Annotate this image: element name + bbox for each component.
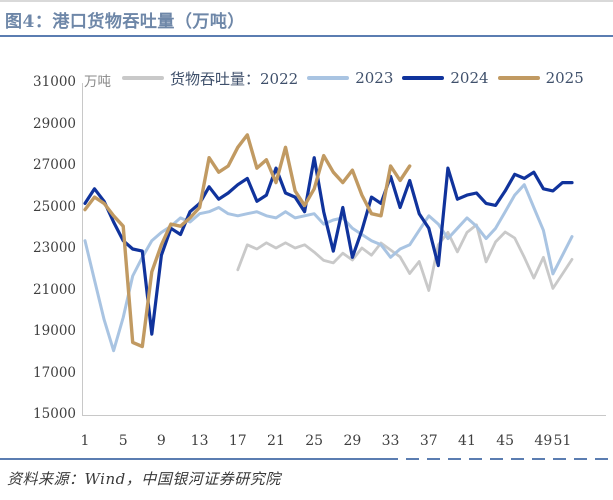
x-axis-tick-label: 29	[343, 433, 362, 449]
x-axis-tick-label: 33	[381, 433, 400, 449]
x-axis-tick-label: 37	[419, 433, 438, 449]
y-axis-tick-labels: 31000 29000 27000 25000 23000 21000 19000 17000…	[24, 0, 76, 500]
legend-item-2023: 2023	[307, 69, 393, 87]
legend-swatch-2024	[402, 76, 445, 80]
title-divider	[0, 35, 613, 37]
legend-label-2023: 2023	[355, 69, 394, 87]
chart-legend: 货物吞吐量：2022 2023 2024 2025	[122, 68, 584, 88]
x-axis-tick-labels: 1 5 9 13 17 21 25 29 33 37 41 45 49 51	[0, 433, 613, 451]
x-axis-tick-label: 49	[534, 433, 553, 449]
x-axis-tick-label: 45	[496, 433, 515, 449]
y-axis-tick-label: 19000	[33, 323, 76, 339]
y-axis-tick-label: 15000	[33, 406, 76, 422]
legend-swatch-2022	[122, 76, 164, 80]
x-axis-tick-label: 51	[553, 433, 572, 449]
x-axis-tick-label: 5	[118, 433, 128, 449]
legend-item-2025: 2025	[497, 69, 584, 87]
y-axis-tick-label: 21000	[33, 281, 76, 298]
y-axis-unit-label: 万吨	[84, 74, 111, 90]
y-axis-tick-label: 29000	[33, 115, 76, 132]
x-axis-tick-label: 13	[190, 433, 209, 449]
y-axis-tick-label: 25000	[33, 198, 76, 215]
legend-swatch-2023	[307, 76, 350, 80]
x-axis-tick-label: 21	[267, 433, 285, 449]
x-axis-tick-label: 17	[228, 433, 247, 449]
legend-swatch-2025	[497, 76, 540, 80]
footer-divider-dashed	[385, 458, 613, 460]
y-axis-tick-label: 31000	[33, 74, 76, 90]
page-title: 图4：港口货物吞吐量（万吨）	[5, 12, 245, 32]
x-axis-tick-label: 41	[458, 433, 476, 449]
source-note: 资料来源：Wind，中国银河证券研究院	[7, 470, 281, 488]
legend-label-2024: 2024	[450, 69, 489, 87]
legend-item-2022: 货物吞吐量：2022	[122, 68, 298, 89]
y-axis-tick-label: 27000	[33, 157, 76, 173]
legend-label-2022: 货物吞吐量：2022	[170, 69, 299, 88]
footer-divider-solid	[0, 458, 385, 460]
legend-item-2024: 2024	[402, 69, 489, 87]
x-axis-tick-label: 9	[156, 433, 166, 449]
chart-plot-area	[82, 83, 606, 416]
y-axis-tick-label: 17000	[33, 364, 76, 381]
y-axis-tick-label: 23000	[33, 240, 76, 256]
x-axis-tick-label: 25	[305, 433, 324, 449]
legend-label-2025: 2025	[545, 69, 584, 87]
page-edge-strip	[0, 0, 613, 2]
x-axis-tick-label: 1	[80, 433, 90, 449]
